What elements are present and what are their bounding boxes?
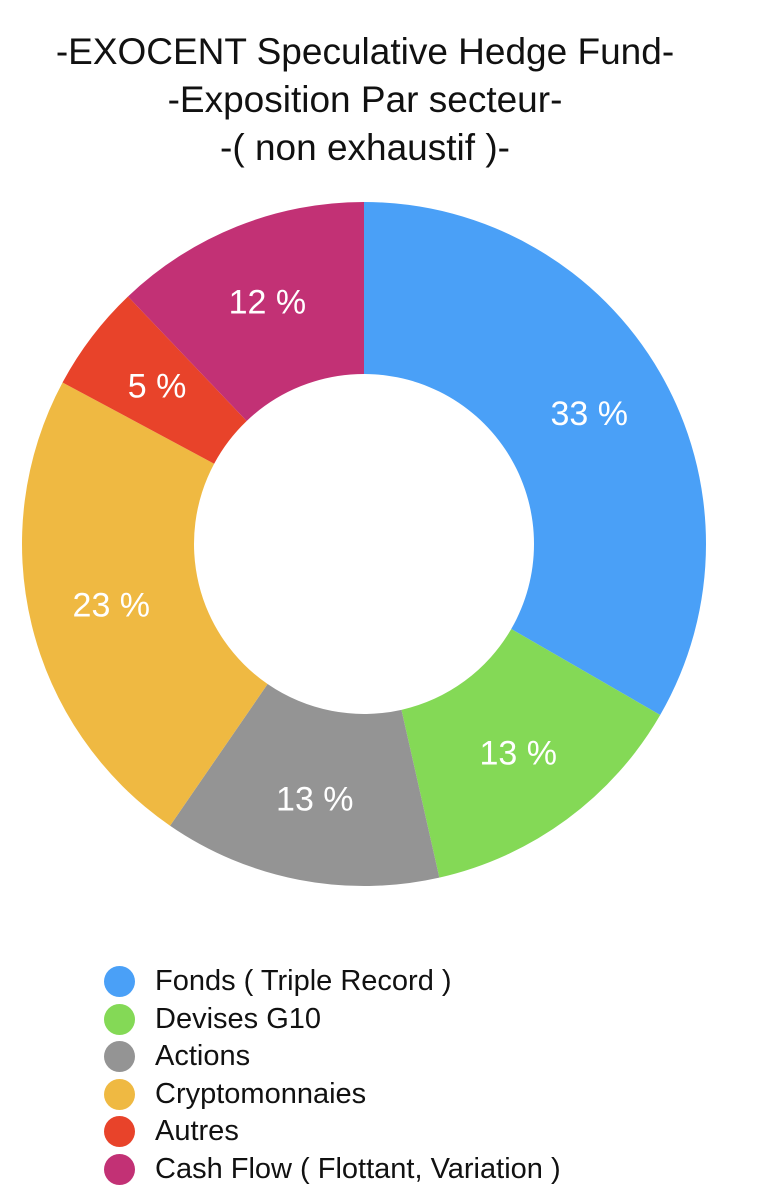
chart-title-line-3: -( non exhaustif )- bbox=[220, 127, 510, 168]
legend-item-cash-flow-flottant-variation: Cash Flow ( Flottant, Variation ) bbox=[104, 1151, 561, 1189]
legend-swatch bbox=[104, 1078, 135, 1110]
legend-item-autres: Autres bbox=[104, 1113, 561, 1151]
donut-data-labels: 33 % 13 % 13 % 23 % 5 % 12 % bbox=[73, 284, 628, 819]
legend-label: Actions bbox=[155, 1040, 251, 1073]
legend-label: Cash Flow ( Flottant, Variation ) bbox=[155, 1152, 561, 1185]
donut-slices bbox=[22, 202, 706, 886]
legend-item-actions: Actions bbox=[104, 1038, 561, 1076]
data-label-cryptomonnaies: 23 % bbox=[73, 586, 151, 624]
chart-title-line-2: -Exposition Par secteur- bbox=[167, 79, 563, 120]
chart-title-line-1: -EXOCENT Speculative Hedge Fund- bbox=[55, 31, 675, 72]
legend-label: Cryptomonnaies bbox=[155, 1077, 367, 1110]
legend-swatch bbox=[104, 966, 135, 998]
legend-label: Devises G10 bbox=[155, 1002, 322, 1035]
legend-swatch bbox=[104, 1041, 135, 1073]
slice-autres bbox=[62, 296, 247, 464]
slice-devises-g10 bbox=[401, 629, 661, 878]
legend-item-cryptomonnaies: Cryptomonnaies bbox=[104, 1076, 561, 1114]
legend-swatch bbox=[104, 1153, 135, 1185]
data-label-actions: 13 % bbox=[276, 780, 354, 818]
slice-actions bbox=[170, 684, 440, 886]
slice-cash-flow-flottant-variation bbox=[127, 202, 364, 421]
legend-label: Autres bbox=[155, 1115, 239, 1148]
data-label-autres: 5 % bbox=[128, 368, 187, 406]
slice-fonds-triple-record bbox=[364, 202, 706, 715]
slice-cryptomonnaies bbox=[22, 382, 268, 826]
legend-label: Fonds ( Triple Record ) bbox=[155, 965, 452, 998]
chart-title: -EXOCENT Speculative Hedge Fund- -Exposi… bbox=[0, 28, 730, 172]
legend-swatch bbox=[104, 1003, 135, 1035]
data-label-cash-flow-flottant-variation: 12 % bbox=[229, 284, 307, 322]
legend-swatch bbox=[104, 1116, 135, 1148]
data-label-devises-g10: 13 % bbox=[479, 734, 557, 772]
chart-legend: Fonds ( Triple Record ) Devises G10 Action… bbox=[104, 963, 561, 1188]
data-label-fonds-triple-record: 33 % bbox=[550, 395, 628, 433]
legend-item-devises-g10: Devises G10 bbox=[104, 1001, 561, 1039]
legend-item-fonds-triple-record: Fonds ( Triple Record ) bbox=[104, 963, 561, 1001]
